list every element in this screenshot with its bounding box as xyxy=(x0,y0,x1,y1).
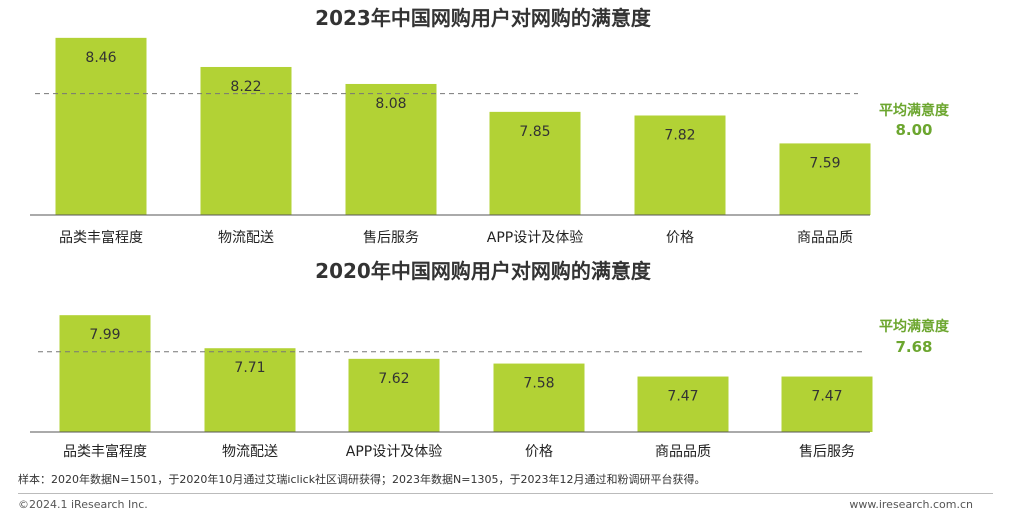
category-label: APP设计及体验 xyxy=(346,444,442,460)
data-label: 8.46 xyxy=(85,50,116,66)
bar xyxy=(634,115,726,215)
bar xyxy=(637,376,729,432)
bar xyxy=(781,376,873,432)
chart-2020: 2020年中国网购用户对网购的满意度 7.99 品类丰富程度 7.71 物流配送 7.62… xyxy=(30,259,950,460)
bar xyxy=(348,358,440,432)
data-label: 7.62 xyxy=(378,371,409,387)
footer-copyright: ©2024.1 iResearch Inc. xyxy=(18,498,148,511)
category-label: 物流配送 xyxy=(222,444,278,460)
data-label: 7.59 xyxy=(809,155,840,171)
chart-2023: 2023年中国网购用户对网购的满意度 8.46 品类丰富程度 8.22 物流配送 8.08… xyxy=(30,6,950,246)
footnote: 样本：2020年数据N=1501，于2020年10月通过艾瑞iclick社区调研… xyxy=(18,473,706,486)
data-label: 8.08 xyxy=(375,96,406,112)
category-label: 售后服务 xyxy=(799,444,855,460)
bar xyxy=(493,363,585,432)
bar xyxy=(489,111,581,215)
footer-divider xyxy=(18,493,993,494)
bar xyxy=(779,143,871,215)
category-label: 价格 xyxy=(666,230,694,246)
category-label: APP设计及体验 xyxy=(487,230,583,246)
category-label: 物流配送 xyxy=(218,230,274,246)
category-label: 价格 xyxy=(525,444,553,460)
data-label: 7.47 xyxy=(667,389,698,405)
category-label: 商品品质 xyxy=(655,444,711,460)
data-label: 7.58 xyxy=(523,376,554,392)
data-label: 8.22 xyxy=(230,79,261,95)
bar xyxy=(345,83,437,216)
data-label: 7.47 xyxy=(811,389,842,405)
charts-area: 2023年中国网购用户对网购的满意度 8.46 品类丰富程度 8.22 物流配送 8.08… xyxy=(30,6,950,460)
data-label: 7.82 xyxy=(664,128,695,144)
category-label: 品类丰富程度 xyxy=(59,229,143,246)
category-label: 商品品质 xyxy=(797,230,853,246)
bar xyxy=(200,66,292,216)
bar xyxy=(55,37,147,215)
average-value: 7.68 xyxy=(895,338,932,356)
bar xyxy=(204,348,296,432)
data-label: 7.85 xyxy=(519,124,550,140)
average-label: 平均满意度 xyxy=(879,102,950,119)
chart-title: 2020年中国网购用户对网购的满意度 xyxy=(315,259,652,283)
average-value: 8.00 xyxy=(895,121,932,139)
average-label: 平均满意度 xyxy=(879,318,950,335)
category-label: 售后服务 xyxy=(363,230,419,246)
footer-website: www.iresearch.com.cn xyxy=(849,498,973,511)
chart-title: 2023年中国网购用户对网购的满意度 xyxy=(315,6,652,30)
bar xyxy=(59,315,151,432)
data-label: 7.99 xyxy=(89,327,120,343)
data-label: 7.71 xyxy=(234,360,265,376)
category-label: 品类丰富程度 xyxy=(63,443,147,460)
